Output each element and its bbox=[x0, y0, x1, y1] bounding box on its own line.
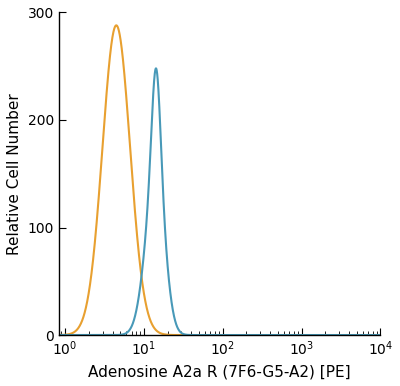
Y-axis label: Relative Cell Number: Relative Cell Number bbox=[7, 93, 22, 255]
X-axis label: Adenosine A2a R (7F6-G5-A2) [PE]: Adenosine A2a R (7F6-G5-A2) [PE] bbox=[88, 364, 351, 379]
